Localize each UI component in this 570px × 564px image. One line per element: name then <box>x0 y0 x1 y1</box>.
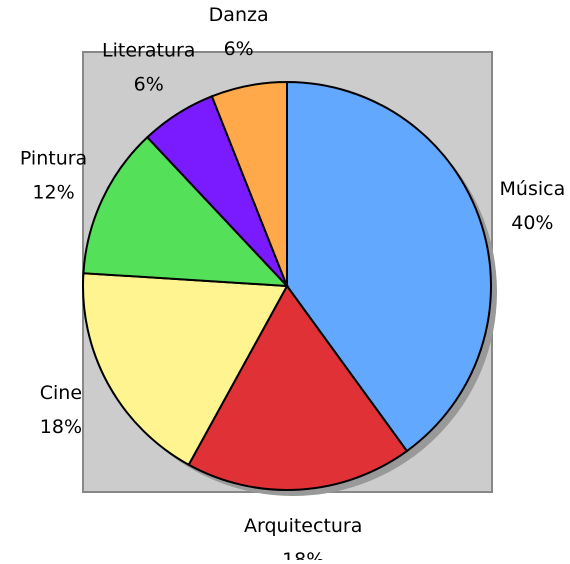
slice-value-label: 18% <box>40 416 82 438</box>
pie-slice <box>286 80 492 453</box>
slice-value-label: 18% <box>282 549 324 560</box>
slice-value-label: 6% <box>224 38 254 60</box>
slice-value-label: 6% <box>134 74 164 96</box>
slice-label: Literatura <box>102 40 195 62</box>
pie-slice <box>82 135 290 288</box>
slice-label: Danza <box>209 4 269 26</box>
slice-label: Música <box>500 178 566 200</box>
pie-slice <box>187 284 409 491</box>
slice-label: Cine <box>40 382 82 404</box>
slice-value-label: 40% <box>511 212 553 234</box>
slice-label: Arquitectura <box>244 515 362 537</box>
slice-label: Pintura <box>20 148 87 170</box>
pie-slice <box>82 272 289 467</box>
pie-slice <box>210 80 288 287</box>
slice-value-label: 12% <box>32 182 74 204</box>
